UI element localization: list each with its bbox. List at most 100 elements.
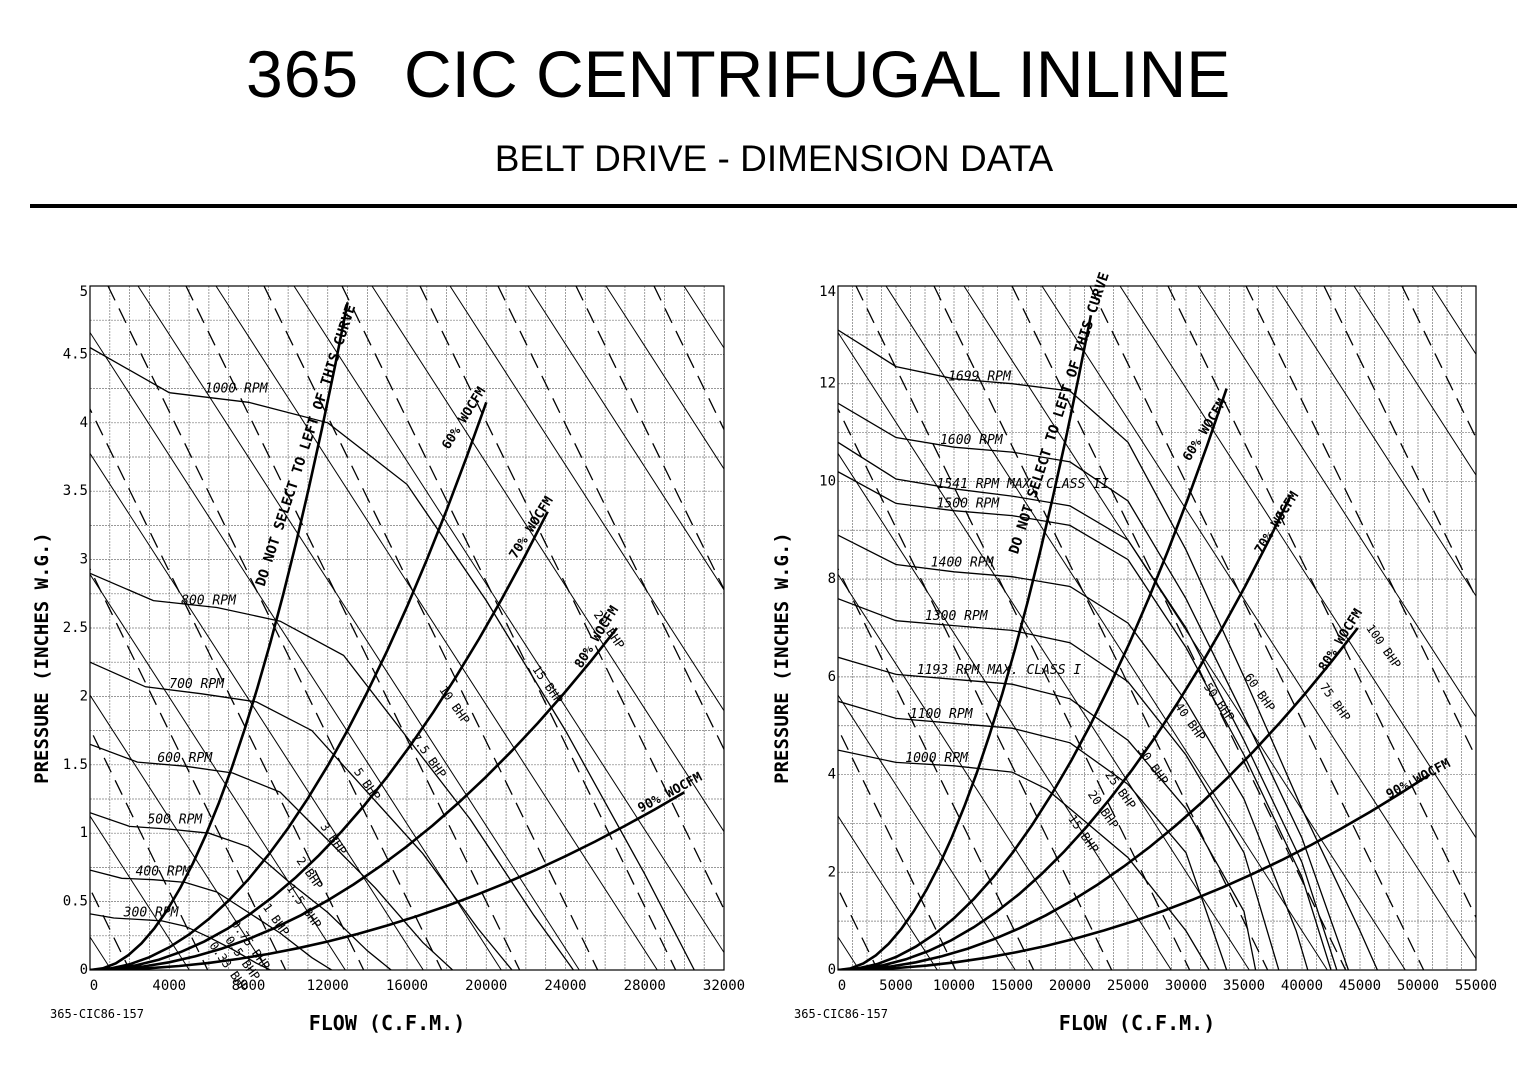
x-tick-label: 20000 [465, 978, 507, 994]
rpm-label: 1193 RPM MAX. CLASS I [917, 663, 1082, 678]
bhp-line [215, 286, 658, 970]
bhp-line [963, 286, 1406, 970]
plot-frame [837, 285, 1477, 971]
rpm-label: 1500 RPM [937, 497, 1001, 512]
y-tick-label: 4 [828, 767, 836, 783]
wocfm-label: 80% WOCFM [1316, 606, 1366, 674]
bhp-line [838, 815, 938, 970]
y-tick-label: 0.5 [63, 894, 88, 910]
rpm-label: 400 RPM [136, 864, 192, 879]
bhp-line [137, 286, 580, 970]
rpm-label: 1541 RPM MAX. CLASS II [937, 477, 1109, 492]
x-tick-label: 20000 [1049, 978, 1091, 994]
bhp-label: 75 BHP [1317, 680, 1353, 724]
bhp-line [1119, 286, 1476, 839]
rpm-curve [838, 402, 1350, 970]
rpm-label: 600 RPM [157, 751, 213, 766]
x-tick-label: 32000 [703, 978, 745, 994]
efficiency-line [855, 286, 1191, 970]
rpm-curve [838, 329, 1378, 970]
bhp-line [605, 286, 724, 470]
x-axis-label: FLOW (C.F.M.) [309, 1011, 466, 1035]
x-tick-label: 28000 [624, 978, 666, 994]
bhp-line [293, 286, 724, 954]
y-tick-label: 2 [828, 864, 836, 880]
bhp-label: 50 BHP [1201, 680, 1237, 724]
bhp-line [1353, 286, 1476, 477]
y-tick-label: 4.5 [63, 346, 88, 362]
bhp-line [90, 452, 424, 970]
bhp-label: 100 BHP [1363, 622, 1403, 671]
efficiency-line [838, 407, 1113, 970]
y-tick-label: 12 [819, 376, 836, 392]
rpm-curve [90, 913, 271, 970]
drawing-code: 365-CIC86-157 [794, 1007, 888, 1021]
wocfm-curve [838, 495, 1292, 970]
efficiency-line [263, 286, 599, 970]
bhp-line [838, 694, 1016, 970]
y-axis-label: PRESSURE (INCHES W.G.) [771, 532, 793, 784]
title-divider [30, 204, 1517, 208]
bhp-line [371, 286, 724, 833]
y-tick-label: 8 [828, 571, 836, 587]
rpm-curve [90, 572, 574, 970]
bhp-line [90, 815, 190, 970]
min-selection-curve [90, 302, 349, 970]
rpm-label: 800 RPM [181, 593, 237, 608]
x-tick-label: 8000 [232, 978, 266, 994]
x-tick-label: 0 [90, 978, 98, 994]
wocfm-curve [838, 627, 1359, 970]
efficiency-line [838, 567, 1035, 970]
wocfm-curve [838, 388, 1228, 970]
wocfm-label: 70% WOCFM [507, 494, 557, 562]
bhp-line [838, 452, 1172, 970]
efficiency-line [90, 567, 287, 970]
efficiency-line [1323, 286, 1476, 600]
y-tick-label: 0 [828, 962, 836, 978]
min-selection-curve [838, 315, 1093, 970]
rpm-curve [90, 661, 513, 970]
rpm-label: 1000 RPM [905, 751, 969, 766]
bhp-label: 10 BHP [436, 683, 472, 727]
rpm-curve [838, 700, 1228, 970]
x-tick-label: 15000 [991, 978, 1033, 994]
rpm-curve [838, 656, 1257, 970]
wocfm-curve [90, 791, 686, 970]
y-tick-label: 10 [819, 473, 836, 489]
wocfm-curve [90, 627, 619, 970]
x-tick-label: 5000 [879, 978, 913, 994]
y-tick-label: 1 [80, 825, 88, 841]
y-tick-label: 6 [828, 669, 836, 685]
wocfm-curve [90, 511, 549, 970]
rpm-label: 300 RPM [123, 905, 180, 920]
rpm-curve [90, 812, 392, 970]
y-tick-label: 3 [80, 552, 88, 568]
x-axis-label: FLOW (C.F.M.) [1059, 1011, 1216, 1035]
bhp-line [527, 286, 724, 591]
x-tick-label: 25000 [1107, 978, 1149, 994]
wocfm-curve [90, 401, 488, 970]
rpm-curve [838, 471, 1332, 970]
efficiency-line [185, 286, 521, 970]
bhp-label: 15 BHP [529, 663, 565, 707]
y-tick-label: 5 [80, 284, 88, 300]
x-tick-label: 50000 [1397, 978, 1439, 994]
y-tick-label: 1.5 [63, 757, 88, 773]
x-tick-label: 24000 [544, 978, 586, 994]
efficiency-line [1089, 286, 1425, 970]
page-title: CIC CENTRIFUGAL INLINE [404, 37, 1231, 111]
y-tick-label: 0 [80, 962, 88, 978]
x-tick-label: 30000 [1165, 978, 1207, 994]
y-axis-label: PRESSURE (INCHES W.G.) [31, 532, 53, 784]
plot-area [838, 286, 1476, 970]
rpm-label: 1000 RPM [205, 381, 269, 396]
bhp-line [90, 331, 502, 970]
bhp-line [1197, 286, 1476, 718]
bhp-line [449, 286, 724, 712]
rpm-curve [838, 598, 1280, 970]
wocfm-curve [838, 773, 1431, 970]
bhp-line [838, 573, 1094, 970]
x-tick-label: 16000 [386, 978, 428, 994]
fan-curve-chart-small: 1000 RPM 800 RPM 700 RPM 600 RPM 500 RPM 400 … [31, 284, 745, 1035]
rpm-label: 500 RPM [147, 812, 203, 827]
